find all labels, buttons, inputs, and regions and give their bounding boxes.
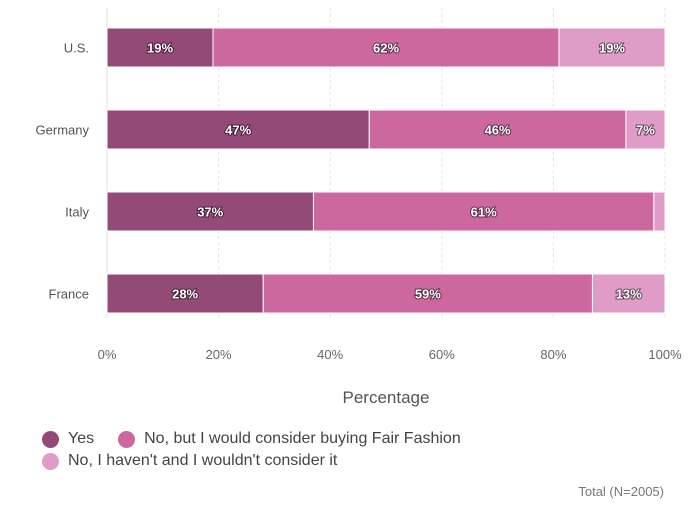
legend-row: Yes No, but I would consider buying Fair…	[42, 428, 682, 450]
x-tick-label: 80%	[540, 347, 566, 362]
stacked-bar-chart: 0% 20% 40% 60% 80% 100% U.S. 19% 62% 19% Germany 47…	[36, 8, 682, 407]
bar-segment	[212, 27, 560, 68]
bar-segment	[106, 27, 214, 68]
legend-row: No, I haven't and I wouldn't consider it	[42, 450, 682, 472]
x-tick-label: 40%	[317, 347, 343, 362]
data-label: 46%	[485, 123, 511, 138]
legend-swatch-no	[42, 452, 59, 470]
data-label: 47%	[225, 123, 251, 138]
category-label: France	[49, 287, 89, 302]
x-tick-label: 100%	[648, 347, 682, 362]
data-label: 19%	[147, 41, 173, 56]
legend-item-yes: Yes	[42, 430, 94, 448]
bar-segment	[558, 27, 666, 68]
bar-segment	[262, 273, 593, 314]
legend-label-yes: Yes	[68, 430, 95, 447]
data-label: 19%	[599, 41, 625, 56]
category-label: Germany	[36, 123, 90, 138]
x-tick-label: 20%	[206, 347, 232, 362]
x-axis-title: Percentage	[343, 388, 430, 407]
data-label: 61%	[471, 205, 497, 220]
x-tick-label: 0%	[98, 347, 117, 362]
legend-label-consider: No, but I would consider buying Fair Fas…	[144, 430, 461, 447]
data-label: 59%	[415, 287, 441, 302]
category-label: Italy	[65, 205, 89, 220]
bar-segment	[591, 273, 666, 314]
legend-item-no: No, I haven't and I wouldn't consider it	[42, 452, 337, 470]
legend-swatch-consider	[118, 430, 136, 448]
data-label: 28%	[172, 287, 198, 302]
legend-swatch-yes	[42, 430, 59, 448]
data-label: 13%	[616, 287, 642, 302]
data-label: 37%	[197, 205, 223, 220]
legend-label-no: No, I haven't and I wouldn't consider it	[68, 452, 338, 469]
bar-segment	[653, 191, 666, 232]
footnote: Total (N=2005)	[578, 484, 664, 499]
bar-segment	[106, 191, 314, 232]
bar-segment	[625, 109, 666, 150]
legend: Yes No, but I would consider buying Fair…	[42, 428, 682, 472]
bar-segment	[368, 109, 627, 150]
category-label: U.S.	[64, 41, 89, 56]
bar-segment	[106, 109, 370, 150]
data-label: 62%	[373, 41, 399, 56]
x-tick-label: 60%	[429, 347, 455, 362]
legend-item-consider: No, but I would consider buying Fair Fas…	[118, 430, 461, 448]
data-label: 7%	[636, 123, 655, 138]
